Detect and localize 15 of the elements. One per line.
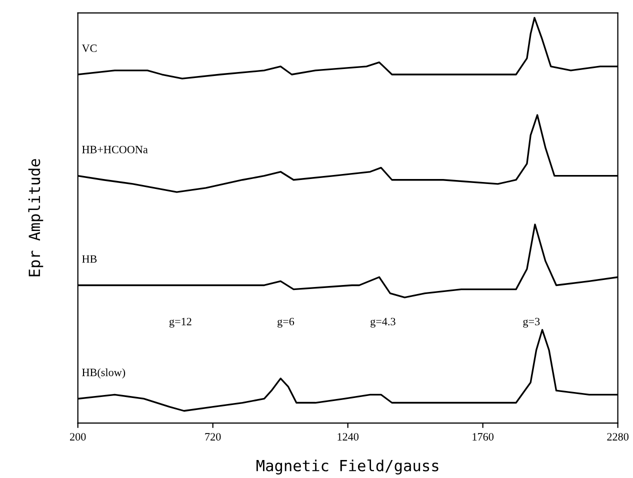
x-tick-label: 200: [70, 433, 86, 441]
x-axis-title: Magnetic Field/gauss: [256, 459, 438, 474]
y-axis-title: Epr Amplitude: [28, 159, 44, 276]
annotation: g=3: [523, 318, 540, 328]
x-tick-label: 1760: [472, 433, 494, 441]
x-tick-label: 2280: [607, 433, 628, 441]
text: HB: [82, 255, 97, 263]
annotation: g=4.3: [370, 318, 396, 328]
annotation: g=12: [169, 318, 192, 328]
annotation: g=6: [278, 318, 294, 328]
text: HB+HCOONa: [82, 146, 148, 154]
series-label: HB(slow): [82, 368, 126, 378]
x-tick-label: 1240: [338, 433, 359, 441]
x-tick-label: 720: [205, 433, 221, 441]
series-label: VC: [82, 44, 97, 52]
